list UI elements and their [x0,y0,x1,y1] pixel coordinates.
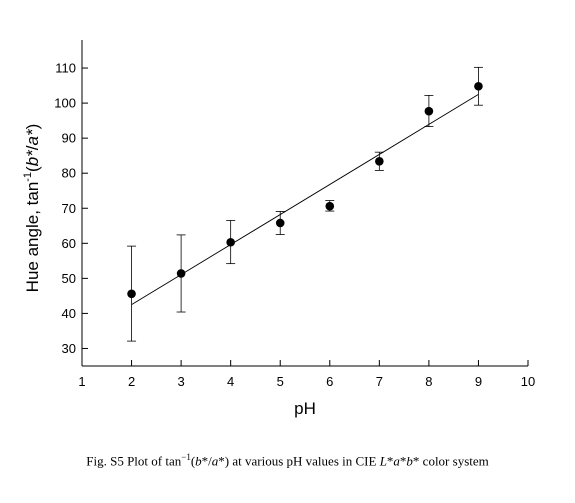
y-tick-label: 60 [62,236,76,251]
x-tick-label: 4 [227,374,234,389]
data-point [325,201,335,211]
fit-line-group [131,93,479,306]
data-point [176,269,186,278]
caption-star2: *) at various pH values in CIE [218,453,380,469]
caption-suffix: * color system [412,453,489,469]
data-point [275,218,285,228]
caption-b2: b [406,453,413,469]
data-point [127,289,136,299]
caption-a: a [211,453,219,469]
y-tick-label: 30 [62,341,76,356]
figure-caption: Fig. S5 Plot of tan−1(b*/a*) at various … [0,452,575,469]
x-tick-label: 3 [177,374,184,389]
y-axis-label-slash: / [23,145,42,150]
error-bars [127,66,483,342]
y-axis-label-star1: * [23,149,42,157]
y-tick-label: 40 [62,306,76,321]
y-tick-label: 100 [54,96,76,111]
x-tick-label: 1 [78,374,85,389]
caption-prefix: Fig. S5 Plot of tan [86,453,182,469]
y-axis-label-a: a [23,136,42,145]
data-point [375,156,384,166]
x-tick-label: 8 [425,374,432,389]
y-axis-label-open: ( [23,166,42,172]
x-tick-label: 5 [277,374,284,389]
x-tick-label: 9 [475,374,482,389]
y-axis-label-sup: -1 [22,172,34,182]
axes [81,40,529,367]
caption-open: ( [190,453,196,469]
caption-a2: a [393,453,400,469]
caption-star1: */ [201,453,212,469]
y-tick-label: 80 [62,166,76,181]
y-tick-label: 70 [62,201,76,216]
scatter-chart: 30 40 50 60 70 80 90 100 110 1 2 3 4 5 6 7 8 9 10 pH Hue a… [22,40,535,418]
y-tick-label: 90 [62,131,76,146]
caption-sup: −1 [181,452,191,462]
data-point [474,81,483,91]
x-tick-label: 10 [521,374,535,389]
y-axis-label-close: ) [23,124,42,130]
y-axis-label: Hue angle, tan-1(b*/a*) [22,124,42,293]
caption-star4: * [399,453,407,469]
y-tick-label: 50 [62,271,76,286]
x-tick-label: 7 [376,374,383,389]
data-points [127,81,483,299]
x-tick-label: 2 [128,374,135,389]
data-point [424,106,434,116]
fit-line [131,93,479,306]
y-axis-label-prefix: Hue angle, tan [23,182,42,293]
data-point [226,237,235,247]
caption-b: b [195,453,202,469]
y-axis-label-star2: * [23,128,42,136]
y-tick-label: 110 [55,61,76,76]
x-tick-label: 6 [326,374,333,389]
x-axis-label: pH [294,399,316,418]
caption-L: L [379,453,387,469]
caption-star3: * [386,453,394,469]
tick-labels: 30 40 50 60 70 80 90 100 110 1 2 3 4 5 6 7 8 9 10 [54,61,535,389]
y-axis-label-b: b [23,157,42,166]
